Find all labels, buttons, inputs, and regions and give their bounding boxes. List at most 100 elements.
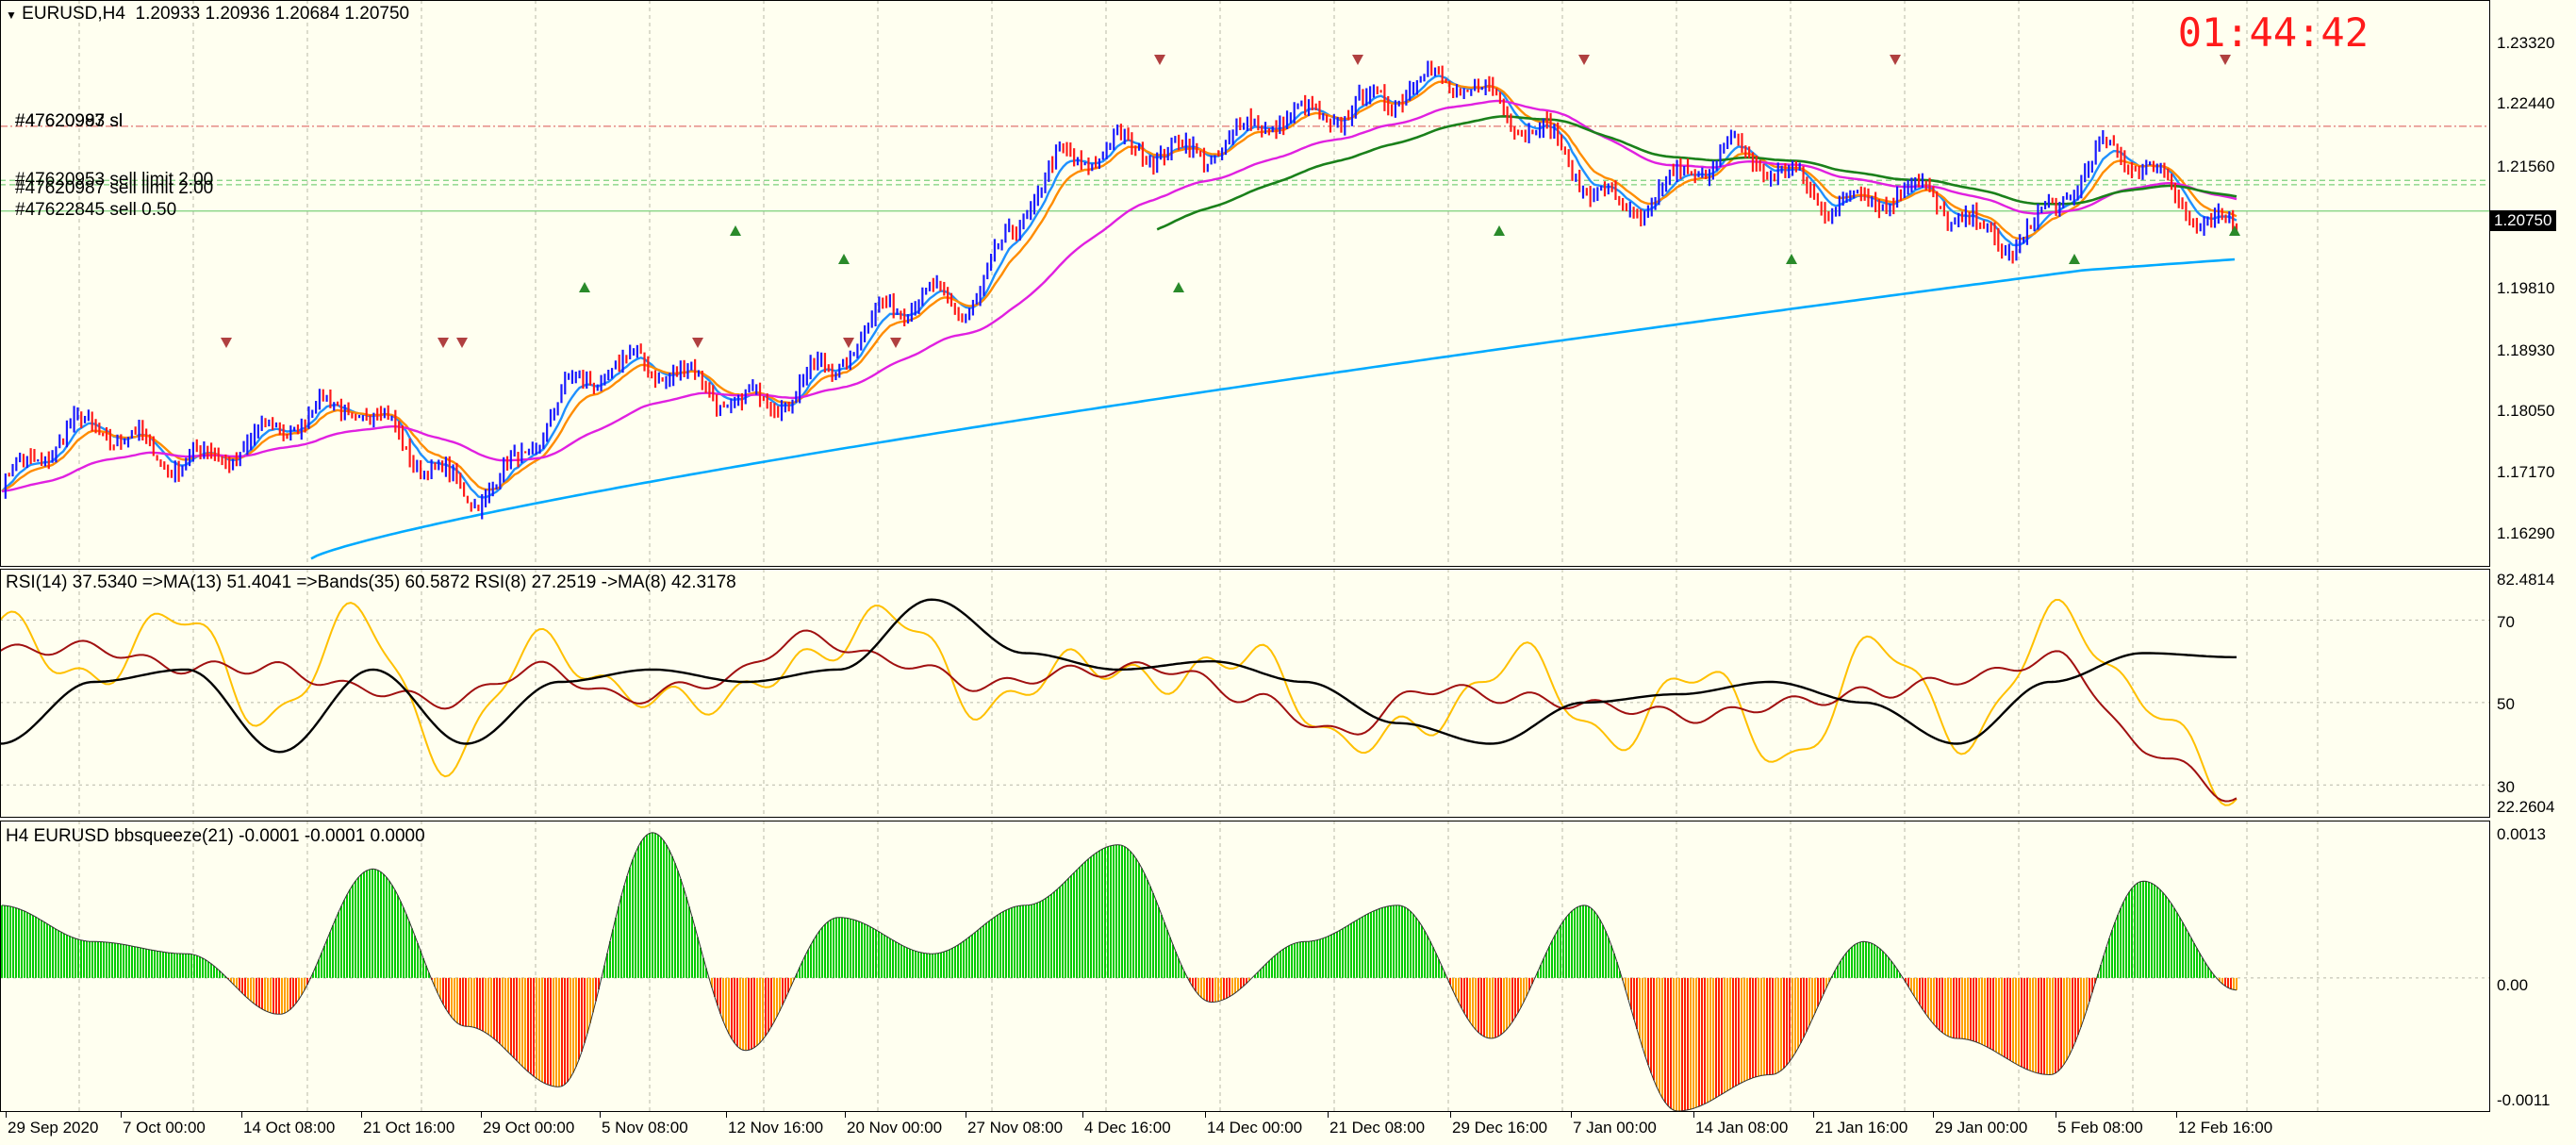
- time-tick: [845, 1112, 846, 1118]
- fractal-arrow: [843, 338, 854, 348]
- squeeze-tick: 0.0013: [2497, 825, 2546, 843]
- time-label: 21 Oct 16:00: [363, 1119, 455, 1137]
- ma-slow-line: [310, 257, 2236, 560]
- rsi-tick: 70: [2497, 613, 2515, 631]
- fractal-arrow: [890, 338, 901, 348]
- trade-label-sl-a[interactable]: #47620993 sl: [15, 111, 124, 131]
- fractal-arrow: [221, 338, 232, 348]
- fractal-arrow: [438, 338, 449, 348]
- squeeze-panel-frame: [0, 821, 2490, 1112]
- time-tick: [1571, 1112, 1572, 1118]
- time-tick: [1082, 1112, 1083, 1118]
- time-tick: [121, 1112, 122, 1118]
- time-tick: [1693, 1112, 1694, 1118]
- price-tick: 1.18930: [2497, 341, 2555, 359]
- time-label: 14 Jan 08:00: [1695, 1119, 1789, 1137]
- fractal-arrow: [456, 338, 468, 348]
- symbol-label: EURUSD,H4: [22, 4, 125, 24]
- fractal-arrow: [2069, 254, 2080, 264]
- time-label: 12 Nov 16:00: [728, 1119, 824, 1137]
- fractal-arrow: [838, 254, 850, 264]
- trade-label-sell[interactable]: #47622845 sell 0.50: [15, 200, 177, 220]
- price-tick: 1.19810: [2497, 279, 2555, 297]
- fractal-arrow: [1173, 282, 1184, 292]
- fractal-arrow: [1154, 55, 1165, 65]
- time-label: 14 Dec 00:00: [1207, 1119, 1303, 1137]
- price-tick: 1.22440: [2497, 94, 2555, 112]
- fractal-arrow: [2220, 55, 2231, 65]
- time-tick: [241, 1112, 242, 1118]
- time-tick: [361, 1112, 362, 1118]
- time-label: 29 Sep 2020: [8, 1119, 99, 1137]
- dropdown-triangle-icon[interactable]: ▼: [6, 8, 17, 22]
- squeeze-indicator-label[interactable]: H4 EURUSD bbsqueeze(21) -0.0001 -0.0001 …: [6, 826, 425, 846]
- time-label: 7 Jan 00:00: [1573, 1119, 1657, 1137]
- time-label: 21 Dec 08:00: [1329, 1119, 1426, 1137]
- candle-timer: 01:44:42: [2177, 9, 2369, 56]
- time-label: 21 Jan 16:00: [1815, 1119, 1908, 1137]
- squeeze-tick: 0.00: [2497, 976, 2529, 994]
- fractal-arrow: [2229, 225, 2240, 236]
- time-tick: [600, 1112, 601, 1118]
- fractal-arrow: [1786, 254, 1797, 264]
- price-tick: 1.23320: [2497, 34, 2555, 52]
- fractal-arrow: [1578, 55, 1590, 65]
- time-label: 27 Nov 08:00: [967, 1119, 1064, 1137]
- time-tick: [1813, 1112, 1814, 1118]
- ma-orange-line: [1, 80, 2237, 493]
- fractal-arrow: [730, 225, 741, 236]
- time-label: 5 Nov 08:00: [602, 1119, 688, 1137]
- rsi-lines: [0, 598, 2489, 806]
- fractal-arrow: [692, 338, 703, 348]
- current-price-tag: 1.20750: [2489, 210, 2557, 231]
- time-tick: [1328, 1112, 1329, 1118]
- time-label: 5 Feb 08:00: [2057, 1119, 2143, 1137]
- time-tick: [1933, 1112, 1934, 1118]
- time-tick: [6, 1112, 7, 1118]
- price-tick: 1.17170: [2497, 463, 2555, 481]
- ma-green-line: [1156, 114, 2237, 231]
- price-tick: 1.16290: [2497, 524, 2555, 542]
- ma-magenta-line: [1, 99, 2237, 493]
- fractal-arrow: [1890, 55, 1901, 65]
- fractal-arrow: [579, 282, 590, 292]
- time-tick: [2176, 1112, 2177, 1118]
- price-bars: [4, 60, 2238, 520]
- rsi-tick: 50: [2497, 695, 2515, 713]
- trade-label-sell-limit-a[interactable]: #47620953 sell limit 2.00: [15, 170, 214, 190]
- time-tick: [1450, 1112, 1451, 1118]
- trade-label-sell-limit-b[interactable]: #47620987 sell limit 2.00: [15, 178, 214, 198]
- fractal-arrow: [1494, 225, 1505, 236]
- time-tick: [726, 1112, 727, 1118]
- time-label: 7 Oct 00:00: [123, 1119, 206, 1137]
- fractal-arrow: [1352, 55, 1363, 65]
- rsi-tick: 82.4814: [2497, 571, 2555, 589]
- rsi-panel-frame: [0, 569, 2490, 818]
- squeeze-tick: -0.0011: [2497, 1091, 2551, 1109]
- panel-frames: [0, 0, 2490, 1112]
- time-label: 29 Oct 00:00: [483, 1119, 575, 1137]
- time-tick: [1205, 1112, 1206, 1118]
- rsi-indicator-label[interactable]: RSI(14) 37.5340 =>MA(13) 51.4041 =>Bands…: [6, 572, 736, 592]
- main-panel-frame: [0, 0, 2490, 567]
- time-label: 12 Feb 16:00: [2178, 1119, 2273, 1137]
- rsi8-line: [0, 599, 2237, 806]
- time-label: 29 Jan 00:00: [1935, 1119, 2028, 1137]
- squeeze-outline: [1, 832, 2237, 1112]
- time-label: 4 Dec 16:00: [1084, 1119, 1171, 1137]
- moving-averages: [1, 75, 2237, 560]
- rsi-bands-line: [0, 598, 2237, 754]
- squeeze-histogram: [0, 832, 2489, 1112]
- trade-label-sl-b[interactable]: #47620987 sl: [15, 111, 124, 131]
- price-tick: 1.18050: [2497, 402, 2555, 420]
- rsi-tick: 30: [2497, 778, 2515, 796]
- time-label: 29 Dec 16:00: [1452, 1119, 1548, 1137]
- time-tick: [481, 1112, 482, 1118]
- time-label: 20 Nov 00:00: [847, 1119, 943, 1137]
- price-tick: 1.21560: [2497, 158, 2555, 175]
- fractal-arrows: [221, 55, 2240, 348]
- time-label: 14 Oct 08:00: [243, 1119, 336, 1137]
- symbol-header[interactable]: ▼ EURUSD,H4 1.20933 1.20936 1.20684 1.20…: [6, 4, 409, 25]
- rsi-tick: 22.2604: [2497, 798, 2555, 816]
